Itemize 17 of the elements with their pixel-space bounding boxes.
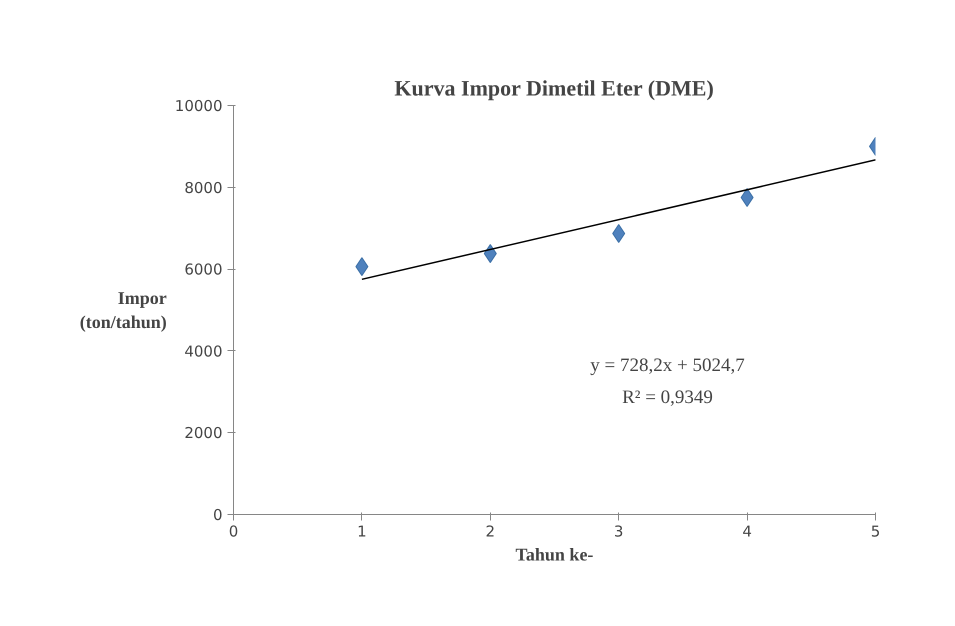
- annotation: R² = 0,9349: [622, 387, 713, 408]
- annotation: y = 728,2x + 5024,7: [590, 355, 745, 376]
- x-tick-label: 0: [228, 522, 238, 540]
- y-tick-label: 4000: [184, 342, 223, 360]
- y-tick-label: 0: [212, 506, 223, 524]
- x-tick-label: 4: [742, 522, 752, 540]
- x-tick-label: 3: [614, 522, 624, 540]
- x-tick-label: 2: [486, 522, 496, 540]
- y-tick-label: 6000: [184, 260, 223, 279]
- x-tick-label: 1: [357, 522, 367, 540]
- x-axis-title: Tahun ke-: [516, 544, 594, 564]
- x-tick-label: 5: [870, 522, 880, 540]
- y-tick-label: 8000: [184, 178, 223, 197]
- y-axis-title: Impor (ton/tahun): [80, 288, 167, 332]
- y-tick-label: 10000: [174, 97, 222, 115]
- y-tick-label: 2000: [184, 424, 223, 442]
- chart-title: Kurva Impor Dimetil Eter (DME): [394, 76, 714, 100]
